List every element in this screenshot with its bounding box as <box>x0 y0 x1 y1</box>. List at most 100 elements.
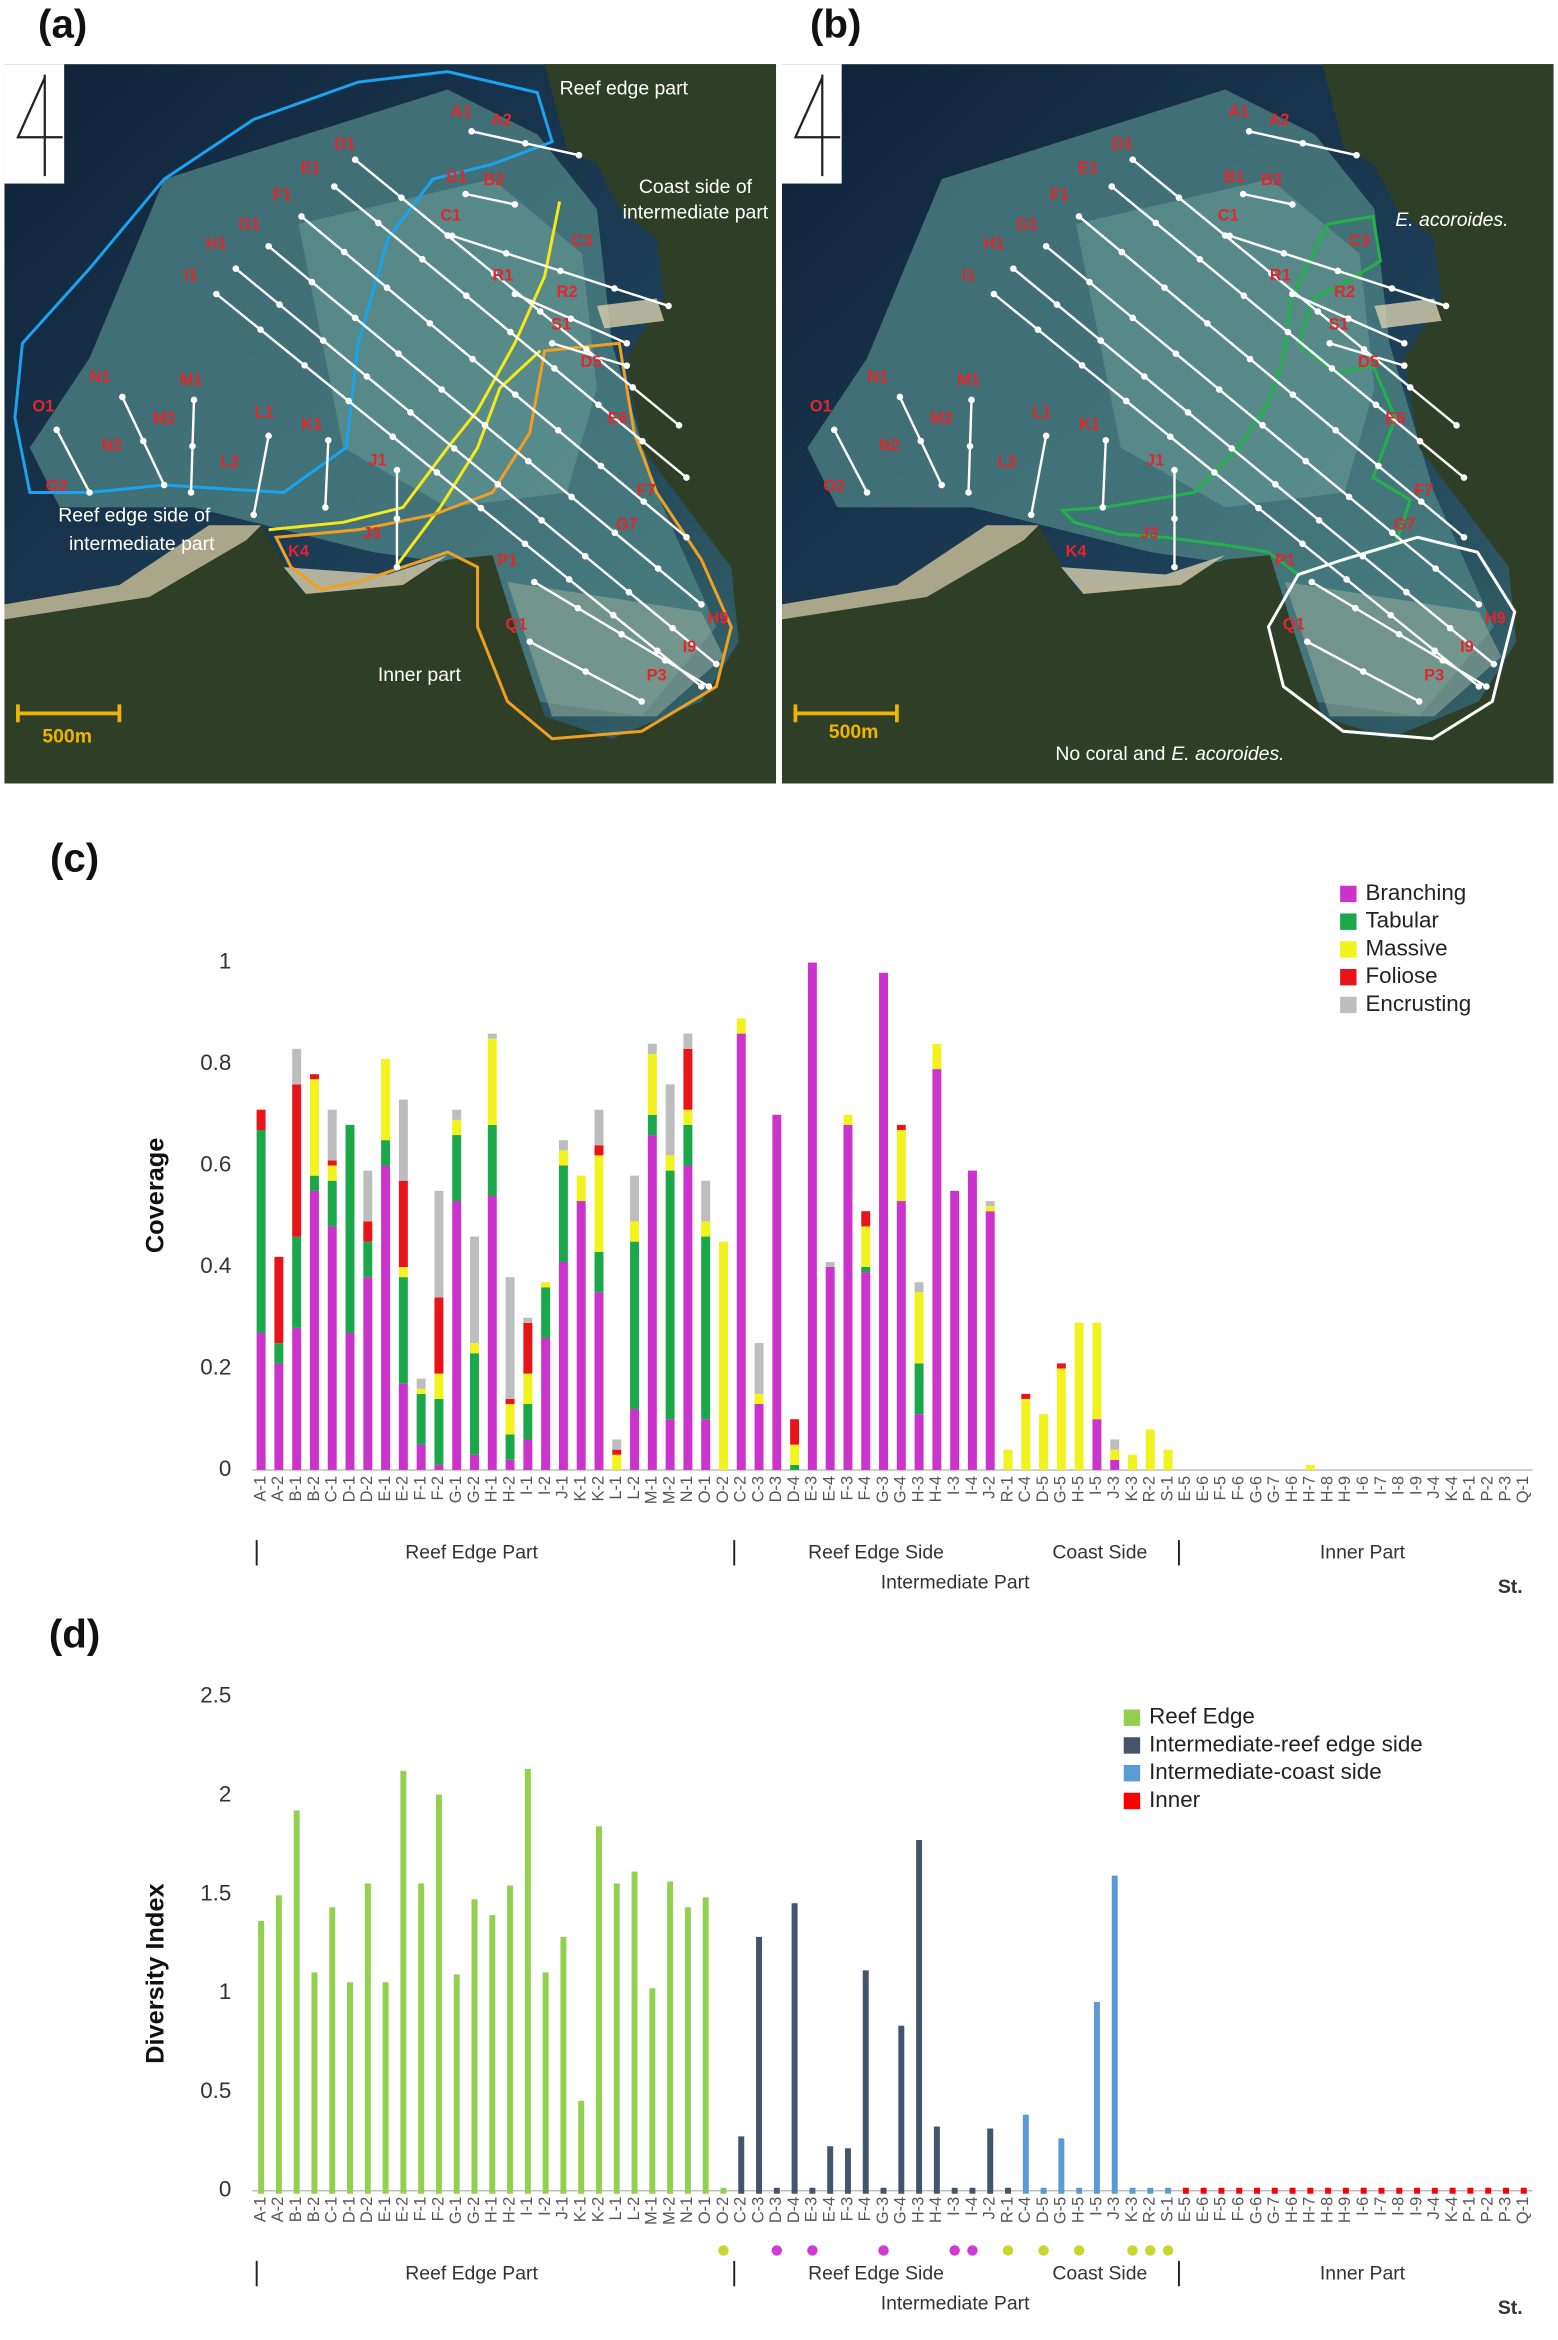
x-tick-label: K-3 <box>1123 2197 1141 2223</box>
bar-segment <box>1110 1449 1120 1460</box>
station-point <box>265 242 272 250</box>
x-tick-label: E-1 <box>376 1476 394 1502</box>
station-point <box>1401 362 1408 369</box>
station-point <box>623 339 631 347</box>
station-point <box>1372 401 1380 409</box>
x-tick-label: H-7 <box>1301 1476 1319 1502</box>
station-point <box>1302 457 1310 465</box>
x-tick-label: K-2 <box>589 1476 607 1502</box>
bar-segment <box>292 1327 302 1470</box>
station-label: M1 <box>957 371 980 389</box>
station-label: C3 <box>572 232 593 250</box>
x-tick-label: M-2 <box>660 2197 678 2225</box>
y-tick-label: 0.6 <box>200 1151 231 1176</box>
bar-segment <box>1074 1322 1084 1470</box>
x-tick-label: E-3 <box>803 1476 821 1502</box>
bar-segment <box>1092 1419 1102 1470</box>
station-label: G1 <box>238 216 260 234</box>
station-point <box>1196 256 1204 263</box>
station-point <box>1431 647 1439 655</box>
x-tick-label: J-3 <box>1105 1476 1123 1499</box>
station-point <box>536 308 544 315</box>
station-point <box>1334 267 1342 275</box>
panel-label: (c) <box>50 836 99 881</box>
bar-segment <box>647 1043 657 1054</box>
bar-segment <box>754 1393 764 1404</box>
station-label: M2 <box>153 410 176 428</box>
station-label: O1 <box>32 398 54 416</box>
station-point <box>1460 533 1468 541</box>
x-tick-label: A-2 <box>269 2197 287 2223</box>
x-tick-label: C-2 <box>732 2197 750 2223</box>
x-tick-label: O-1 <box>696 2197 714 2224</box>
x-tick-label: J-4 <box>1425 1476 1443 1499</box>
station-point <box>276 301 283 308</box>
station-point <box>1375 462 1382 470</box>
station-point <box>1204 320 1211 327</box>
x-tick-label: G-7 <box>1265 2197 1283 2224</box>
station-point <box>1299 139 1307 147</box>
bar-segment <box>879 972 889 1470</box>
transect <box>324 440 330 508</box>
x-tick-label: C-1 <box>323 2197 341 2223</box>
species-label: E. acoroides. <box>1395 209 1508 231</box>
station-label: C1 <box>440 207 461 225</box>
transect <box>1078 215 1465 539</box>
station-point <box>551 365 558 372</box>
x-tick-label: I-3 <box>945 1476 963 1495</box>
bar-segment <box>309 1074 319 1080</box>
station-point <box>1099 504 1107 511</box>
legend-label: Intermediate-reef edge side <box>1149 1731 1423 1756</box>
station-point <box>1345 493 1353 501</box>
bar-segment <box>541 1338 551 1470</box>
station-point <box>638 698 645 705</box>
bar-segment <box>950 1190 960 1470</box>
x-tick-label: M-2 <box>660 1476 678 1504</box>
bar-segment <box>1128 1454 1137 1470</box>
x-tick-label: M-1 <box>643 1476 661 1504</box>
legend-swatch <box>1123 1792 1141 1810</box>
group-label: Reef Edge Side <box>808 2262 944 2284</box>
station-point <box>698 601 705 608</box>
x-tick-label: E-5 <box>1176 2197 1194 2223</box>
x-tick-label: E-2 <box>394 1476 412 1502</box>
y-tick-label: 0.2 <box>200 1354 231 1379</box>
station-label: J1 <box>368 451 386 469</box>
bar-segment <box>558 1150 568 1166</box>
x-tick-label: E-1 <box>376 2197 394 2223</box>
bar-segment <box>416 1444 426 1470</box>
station-point <box>1387 611 1395 619</box>
zone-boundary <box>394 349 542 568</box>
bar-segment <box>381 1058 391 1141</box>
bar-segment <box>452 1201 462 1470</box>
x-tick-label: G-6 <box>1247 1476 1265 1503</box>
bar-segment <box>398 1383 408 1470</box>
station-point <box>1171 563 1178 571</box>
station-label: E1 <box>300 159 320 177</box>
station-point <box>450 445 458 452</box>
x-tick-label: F-5 <box>1212 1476 1230 1501</box>
station-point <box>896 393 904 401</box>
x-tick-label: I-2 <box>536 2197 554 2216</box>
transect <box>833 429 869 494</box>
station-point <box>407 409 414 416</box>
station-point <box>618 630 625 638</box>
station-label: A2 <box>491 111 512 129</box>
region-label: Reef edge side of <box>58 504 211 526</box>
station-point <box>1299 540 1306 548</box>
bar-segment <box>505 1459 515 1470</box>
station-label: P3 <box>647 666 667 684</box>
station-point <box>494 481 502 488</box>
x-tick-label: B-1 <box>287 2197 305 2223</box>
bar-segment <box>754 1403 764 1470</box>
x-tick-label: F-4 <box>856 2197 874 2222</box>
transect <box>235 267 718 666</box>
bar-segment <box>487 1038 497 1125</box>
bar-segment <box>932 1069 942 1470</box>
x-tick-label: G-1 <box>447 1476 465 1503</box>
y-tick-label: 0 <box>219 2177 231 2202</box>
station-label: H1 <box>983 235 1004 253</box>
station-point <box>426 320 434 327</box>
station-point <box>698 683 705 690</box>
bar-segment <box>452 1119 462 1136</box>
